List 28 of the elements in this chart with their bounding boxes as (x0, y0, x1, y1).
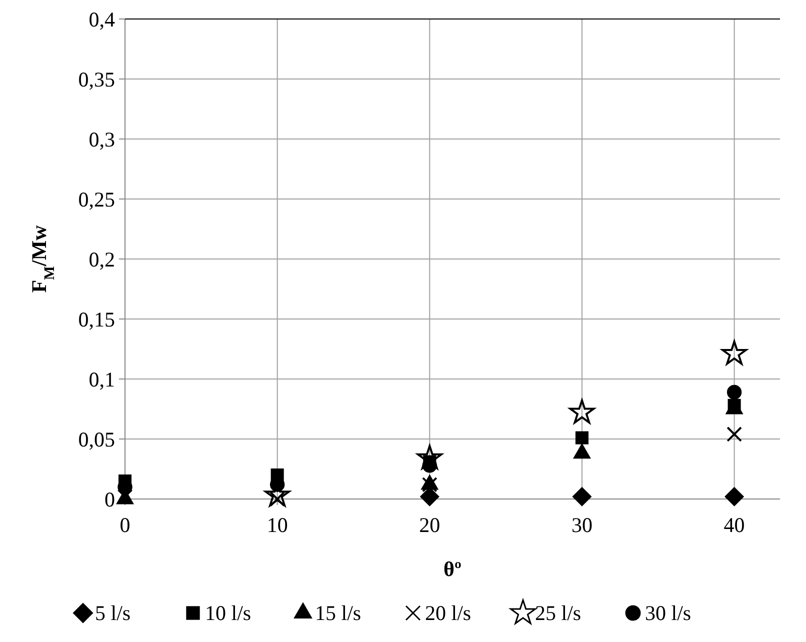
legend-label: 20 l/s (425, 601, 472, 625)
x-tick-label: 20 (419, 513, 440, 537)
point (572, 486, 592, 506)
point (569, 399, 595, 424)
point (416, 444, 442, 470)
point (575, 431, 588, 444)
x-tick-label: 0 (120, 513, 130, 537)
x-axis-title: θº (444, 557, 462, 581)
y-tick-label: 0,05 (78, 427, 115, 452)
y-tick-label: 0,25 (78, 187, 115, 212)
point (726, 426, 742, 442)
y-tick-label: 0,1 (88, 367, 115, 392)
legend-label: 15 l/s (315, 601, 362, 625)
legend-label: 10 l/s (205, 601, 252, 625)
y-tick-label: 0,4 (88, 7, 116, 32)
y-tick-label: 0,2 (88, 247, 115, 272)
legend-label: 25 l/s (535, 601, 582, 625)
x-tick-label: 30 (571, 513, 592, 537)
x-tick-label: 40 (724, 513, 745, 537)
legend-label: 30 l/s (645, 601, 692, 625)
y-tick-label: 0,35 (78, 67, 115, 92)
legend-label: 5 l/s (95, 601, 131, 625)
y-tick-label: 0 (104, 487, 115, 512)
y-tick-label: 0,15 (78, 307, 115, 332)
y-tick-label: 0,3 (88, 127, 115, 152)
point (726, 384, 742, 400)
point (724, 486, 744, 506)
x-tick-label: 10 (266, 513, 288, 537)
